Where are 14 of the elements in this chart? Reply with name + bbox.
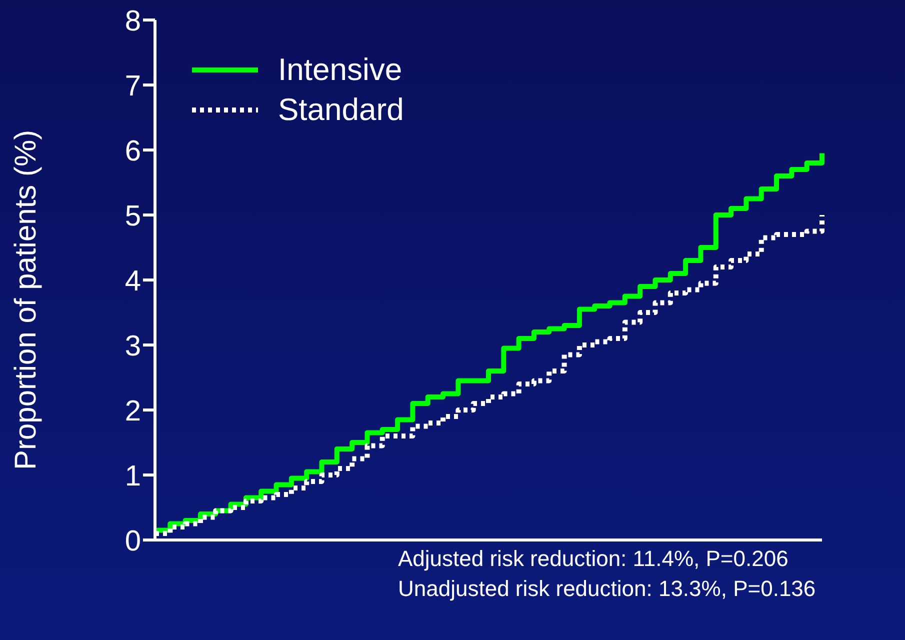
y-tick-label: 2	[124, 395, 141, 428]
y-tick-label: 3	[124, 330, 141, 362]
y-tick-label: 1	[124, 460, 141, 492]
y-axis-title: Proportion of patients (%)	[10, 130, 43, 470]
legend-label: Standard	[278, 92, 404, 128]
y-tick-label: 8	[124, 5, 141, 38]
legend-label: Intensive	[278, 52, 402, 88]
text: Unadjusted risk reduction: 13.3%, P=0.136	[398, 576, 816, 602]
text: Adjusted risk reduction: 11.4%, P=0.206	[398, 546, 788, 572]
y-tick-label: 7	[124, 70, 141, 102]
y-tick-label: 0	[124, 525, 141, 558]
y-tick-label: 4	[124, 265, 141, 298]
y-tick-label: 6	[124, 135, 141, 168]
y-tick-label: 5	[124, 200, 141, 232]
